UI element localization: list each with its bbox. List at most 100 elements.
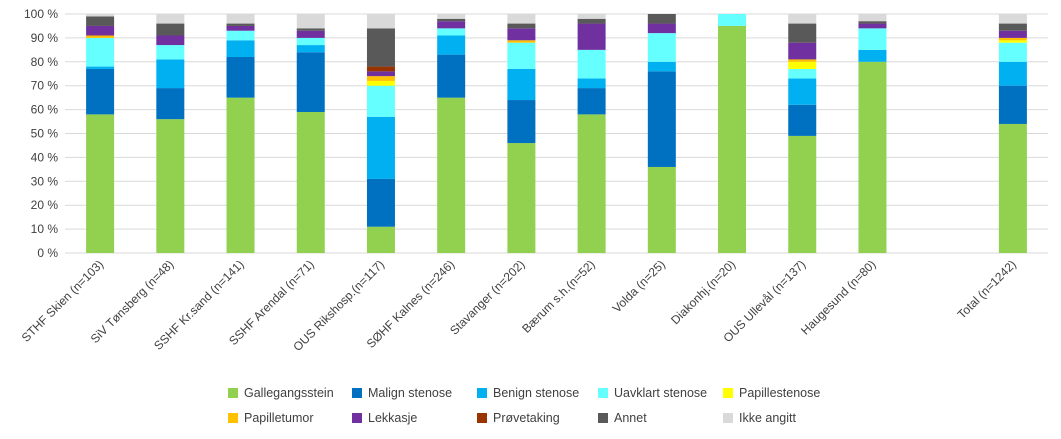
bar-segment [507, 100, 536, 144]
bar-segment [437, 21, 466, 29]
bar-segment [788, 61, 817, 69]
legend-label: Gallegangsstein [244, 386, 334, 400]
bar-stacks [86, 14, 1027, 254]
x-tick-label: Volda (n=25) [610, 257, 668, 315]
legend-label: Papilletumor [244, 411, 314, 425]
bar-segment [366, 80, 395, 86]
bar-stack [296, 14, 325, 254]
bar-stack [858, 14, 887, 253]
legend-label: Lekkasje [368, 411, 418, 425]
legend-swatch [352, 388, 362, 398]
y-tick-label: 50 % [31, 127, 59, 141]
gridlines [65, 13, 1048, 254]
bar-segment [296, 14, 325, 29]
bar-segment [507, 42, 536, 69]
legend-item: Lekkasje [352, 411, 417, 425]
bar-segment [788, 68, 817, 79]
bar-segment [647, 14, 676, 24]
bar-segment [788, 14, 817, 24]
bar-segment [998, 14, 1027, 24]
bar-segment [718, 14, 747, 26]
legend-swatch [228, 413, 238, 423]
legend-item: Papillestenose [723, 386, 820, 400]
legend-label: Annet [614, 411, 647, 425]
y-tick-label: 30 % [31, 174, 59, 188]
y-tick-label: 40 % [31, 150, 59, 164]
bar-segment [437, 28, 466, 36]
bar-stack [366, 14, 395, 253]
y-tick-label: 10 % [31, 222, 59, 236]
bar-segment [296, 30, 325, 38]
bar-segment [86, 66, 115, 69]
bar-segment [788, 42, 817, 60]
bar-segment [507, 68, 536, 101]
legend-label: Ikke angitt [739, 411, 796, 425]
y-tick-label: 90 % [31, 31, 59, 45]
bar-segment [788, 59, 817, 62]
legend-item: Prøvetaking [477, 411, 560, 425]
legend-item: Benign stenose [477, 386, 579, 400]
bar-segment [86, 68, 115, 115]
bar-segment [366, 226, 395, 253]
legend-label: Malign stenose [368, 386, 453, 400]
bar-segment [437, 54, 466, 98]
bar-segment [577, 18, 606, 24]
bar-segment [226, 57, 255, 98]
bar-segment [226, 25, 255, 31]
legend-swatch [598, 388, 608, 398]
bar-segment [998, 30, 1027, 38]
bar-segment [858, 28, 887, 50]
x-tick-label: Bærum s.h.(n=52) [519, 257, 598, 336]
bar-segment [858, 49, 887, 62]
bar-stack [437, 14, 466, 254]
bar-stack [718, 14, 747, 254]
y-tick-label: 70 % [31, 79, 59, 93]
y-tick-label: 20 % [31, 198, 59, 212]
y-tick-label: 0 % [37, 246, 58, 260]
bar-segment [366, 178, 395, 227]
bar-segment [577, 88, 606, 115]
legend-swatch [723, 388, 733, 398]
bar-stack [507, 14, 536, 253]
bar-segment [366, 14, 395, 29]
legend-swatch [352, 413, 362, 423]
legend-label: Prøvetaking [493, 411, 560, 425]
bar-stack [86, 14, 115, 253]
bar-segment [226, 97, 255, 254]
bar-segment [366, 85, 395, 117]
bar-segment [86, 25, 115, 36]
legend-item: Ikke angitt [723, 411, 796, 425]
bar-segment [577, 114, 606, 253]
bar-segment [858, 14, 887, 22]
bar-segment [998, 37, 1027, 41]
legend-item: Malign stenose [352, 386, 452, 400]
bar-segment [647, 166, 676, 253]
bar-segment [296, 52, 325, 112]
bar-segment [507, 23, 536, 29]
x-tick-label: Haugesund (n=80) [798, 257, 878, 337]
x-tick-label: Total (n=1242) [955, 257, 1019, 321]
bar-segment [156, 119, 185, 253]
bar-segment [296, 111, 325, 254]
bar-stack [647, 14, 676, 253]
bar-segment [998, 40, 1027, 43]
bar-segment [788, 78, 817, 105]
bar-segment [156, 23, 185, 36]
y-axis-tick-labels: 0 % 10 % 20 % 30 % 40 % 50 % 60 % 70 % 80 % 90 % 1… [24, 7, 58, 260]
bar-segment [998, 23, 1027, 31]
bar-segment [647, 23, 676, 34]
legend-item: Gallegangsstein [228, 386, 334, 400]
legend-item: Papilletumor [228, 411, 313, 425]
x-tick-label: Diakonhj.(n=20) [668, 257, 738, 327]
bar-segment [788, 23, 817, 43]
legend-label: Uavklart stenose [614, 386, 708, 400]
bar-segment [718, 25, 747, 254]
bar-segment [647, 71, 676, 167]
bar-segment [86, 35, 115, 38]
x-axis-tick-labels: STHF Skien (n=103)SiV Tønsberg (n=48)SSH… [19, 257, 1019, 354]
legend-swatch [228, 388, 238, 398]
legend-item: Uavklart stenose [598, 386, 707, 400]
bar-segment [296, 37, 325, 46]
bar-segment [86, 14, 115, 17]
